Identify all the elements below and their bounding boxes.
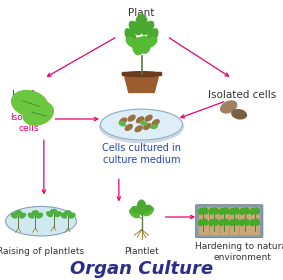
- Ellipse shape: [209, 220, 214, 226]
- Ellipse shape: [136, 14, 147, 31]
- Ellipse shape: [100, 109, 183, 140]
- FancyBboxPatch shape: [196, 205, 263, 238]
- Text: Hardening to natural
environment: Hardening to natural environment: [195, 242, 283, 262]
- Text: Cells cultured in
culture medium: Cells cultured in culture medium: [102, 143, 181, 165]
- Ellipse shape: [224, 219, 229, 225]
- FancyBboxPatch shape: [199, 207, 260, 235]
- Ellipse shape: [234, 208, 239, 214]
- Ellipse shape: [255, 219, 259, 225]
- Text: Plantlet: Plantlet: [124, 248, 159, 256]
- Ellipse shape: [15, 211, 22, 215]
- Text: Plant: Plant: [128, 8, 155, 18]
- Ellipse shape: [224, 208, 229, 214]
- Ellipse shape: [214, 219, 218, 225]
- Ellipse shape: [120, 118, 127, 124]
- Ellipse shape: [232, 110, 246, 119]
- Ellipse shape: [28, 213, 34, 218]
- Ellipse shape: [220, 208, 224, 214]
- Ellipse shape: [142, 22, 154, 34]
- Text: Raising of plantlets: Raising of plantlets: [0, 248, 85, 256]
- Ellipse shape: [129, 22, 141, 34]
- Ellipse shape: [144, 124, 151, 129]
- Text: Isolated cells: Isolated cells: [208, 90, 276, 100]
- Ellipse shape: [23, 102, 53, 125]
- Ellipse shape: [6, 207, 76, 236]
- Ellipse shape: [203, 219, 208, 225]
- Ellipse shape: [234, 219, 239, 225]
- Text: Isolated
cells: Isolated cells: [10, 113, 46, 133]
- Text: Leaf: Leaf: [12, 90, 34, 100]
- Ellipse shape: [125, 125, 132, 130]
- Ellipse shape: [250, 208, 255, 214]
- Ellipse shape: [130, 209, 139, 218]
- Ellipse shape: [47, 212, 52, 217]
- Ellipse shape: [137, 200, 146, 214]
- Ellipse shape: [125, 29, 136, 44]
- Ellipse shape: [147, 29, 158, 44]
- Ellipse shape: [142, 205, 151, 212]
- Ellipse shape: [199, 220, 203, 226]
- Ellipse shape: [245, 219, 249, 225]
- Ellipse shape: [203, 208, 208, 214]
- Ellipse shape: [255, 208, 259, 214]
- Ellipse shape: [152, 120, 159, 125]
- Polygon shape: [122, 72, 161, 75]
- Ellipse shape: [214, 208, 218, 214]
- Ellipse shape: [250, 220, 255, 226]
- Ellipse shape: [132, 207, 141, 213]
- Ellipse shape: [100, 111, 183, 143]
- Ellipse shape: [61, 213, 67, 218]
- Ellipse shape: [135, 126, 142, 132]
- Ellipse shape: [137, 117, 143, 123]
- Ellipse shape: [230, 208, 234, 214]
- Ellipse shape: [133, 38, 144, 55]
- Ellipse shape: [32, 211, 38, 215]
- Text: Organ Culture: Organ Culture: [70, 260, 213, 278]
- Ellipse shape: [11, 213, 17, 218]
- Ellipse shape: [139, 36, 150, 53]
- Ellipse shape: [221, 101, 237, 113]
- Ellipse shape: [209, 208, 214, 214]
- Ellipse shape: [65, 211, 71, 215]
- Ellipse shape: [199, 208, 203, 214]
- Ellipse shape: [240, 208, 245, 214]
- Ellipse shape: [141, 121, 147, 125]
- Ellipse shape: [230, 220, 234, 226]
- Ellipse shape: [55, 212, 61, 217]
- Ellipse shape: [69, 213, 75, 218]
- Ellipse shape: [145, 115, 152, 121]
- Ellipse shape: [220, 220, 224, 226]
- Ellipse shape: [151, 125, 157, 129]
- Ellipse shape: [245, 208, 249, 214]
- Ellipse shape: [51, 209, 57, 213]
- Ellipse shape: [144, 207, 153, 216]
- Ellipse shape: [37, 213, 42, 218]
- Ellipse shape: [126, 38, 139, 48]
- Ellipse shape: [240, 220, 245, 226]
- Ellipse shape: [20, 213, 25, 218]
- Polygon shape: [125, 76, 158, 92]
- Ellipse shape: [12, 90, 48, 117]
- Ellipse shape: [122, 72, 161, 77]
- Ellipse shape: [128, 115, 135, 121]
- Ellipse shape: [119, 122, 125, 126]
- Ellipse shape: [144, 38, 157, 48]
